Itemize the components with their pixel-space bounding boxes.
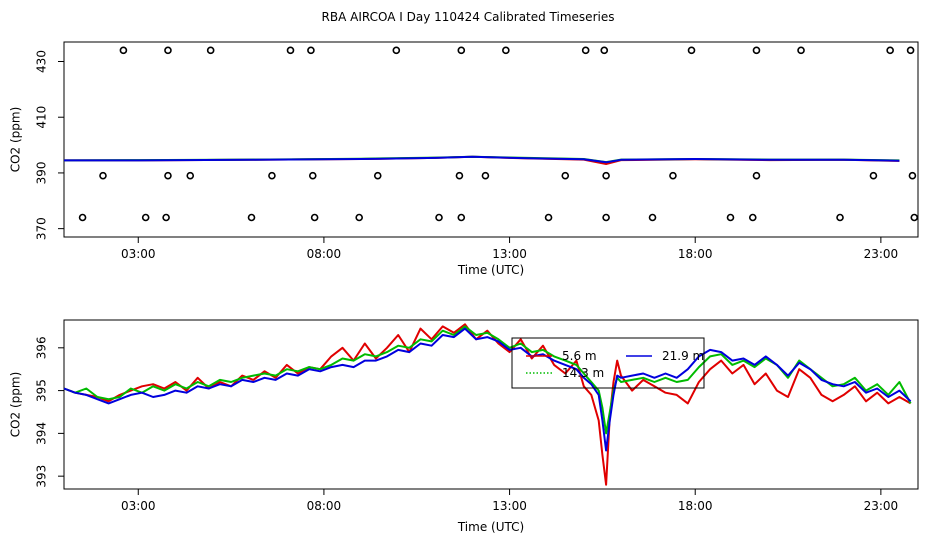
chart0-marker-point bbox=[308, 171, 317, 180]
chart1-x-tick-label: 03:00 bbox=[121, 499, 156, 513]
bottom-panel: 03:00 08:00 13:00 18:00 23:00 393 394 395 396 Tim… bbox=[9, 319, 919, 534]
chart0-marker-point bbox=[600, 46, 609, 55]
top-panel: 03:00 08:00 13:00 18:00 23:00 370 390 410 430 Tim… bbox=[9, 41, 919, 277]
chart0-y-tick-label: 430 bbox=[35, 50, 49, 73]
chart0-marker-point bbox=[310, 213, 319, 222]
chart0-marker-point bbox=[906, 46, 915, 55]
chart0-marker-point bbox=[457, 46, 466, 55]
chart0-marker-point bbox=[752, 171, 761, 180]
chart0-marker-point bbox=[268, 171, 276, 180]
chart1-y-tick-label: 396 bbox=[35, 336, 49, 359]
chart1-series-line-green bbox=[63, 325, 912, 435]
chart1-series-line-red bbox=[63, 323, 912, 486]
chart0-marker-point bbox=[726, 213, 735, 222]
chart0-marker-point bbox=[247, 213, 256, 222]
chart1-legend-label: 5.6 m bbox=[562, 349, 597, 363]
chart0-marker-point bbox=[502, 46, 510, 55]
chart0-marker-point bbox=[119, 46, 128, 55]
chart0-marker-point bbox=[457, 213, 466, 222]
chart0-marker-point bbox=[455, 171, 464, 180]
chart-title: RBA AIRCOA I Day 110424 Calibrated Times… bbox=[322, 10, 615, 24]
chart0-marker-point bbox=[186, 171, 195, 180]
chart0-marker-point bbox=[435, 213, 443, 222]
chart0-marker-point bbox=[164, 171, 172, 180]
chart0-marker-point bbox=[78, 213, 87, 222]
chart0-marker-point bbox=[392, 46, 401, 55]
chart1-x-axis-label: Time (UTC) bbox=[457, 520, 524, 534]
chart0-marker-point bbox=[748, 213, 757, 222]
chart0-y-tick-label: 410 bbox=[35, 106, 49, 129]
chart0-y-tick-label: 370 bbox=[35, 217, 49, 240]
chart0-series-line-blue bbox=[64, 155, 900, 164]
chart0-marker-point bbox=[648, 213, 657, 222]
chart0-x-tick-label: 23:00 bbox=[864, 247, 899, 261]
chart0-marker-point bbox=[286, 46, 295, 55]
chart0-marker-point bbox=[581, 46, 590, 55]
chart1-y-tick-label: 395 bbox=[35, 379, 49, 402]
chart0-marker-point bbox=[355, 213, 363, 222]
chart0-plot-frame bbox=[63, 41, 919, 238]
chart0-marker-point bbox=[752, 46, 761, 55]
chart1-legend-label: 14.3 m bbox=[562, 366, 604, 380]
chart0-x-tick-label: 08:00 bbox=[307, 247, 342, 261]
chart0-marker-point bbox=[481, 171, 490, 180]
chart0-marker-point bbox=[687, 46, 696, 55]
chart0-marker-point bbox=[602, 213, 610, 222]
chart1-x-tick-label: 08:00 bbox=[307, 499, 342, 513]
chart0-marker-point bbox=[141, 213, 150, 222]
chart0-x-tick-label: 13:00 bbox=[492, 247, 527, 261]
chart0-marker-point bbox=[99, 171, 107, 180]
chart1-plot-frame bbox=[63, 319, 919, 490]
chart0-marker-point bbox=[869, 171, 878, 180]
chart1-x-tick-label: 13:00 bbox=[492, 499, 527, 513]
chart0-marker-point bbox=[910, 213, 919, 222]
chart0-marker-point bbox=[797, 46, 805, 55]
chart0-marker-point bbox=[908, 171, 917, 180]
chart0-x-tick-label: 03:00 bbox=[121, 247, 156, 261]
chart1-x-tick-label: 18:00 bbox=[678, 499, 713, 513]
chart0-marker-point bbox=[544, 213, 553, 222]
chart0-marker-point bbox=[602, 171, 610, 180]
chart0-marker-point bbox=[836, 213, 844, 222]
chart0-marker-point bbox=[373, 171, 382, 180]
chart0-marker-point bbox=[206, 46, 215, 55]
chart1-series-line-blue bbox=[63, 327, 912, 452]
chart0-marker-point bbox=[162, 213, 170, 222]
chart1-y-tick-label: 394 bbox=[35, 422, 49, 445]
chart1-legend-box bbox=[511, 337, 705, 389]
chart0-x-tick-label: 18:00 bbox=[678, 247, 713, 261]
chart0-marker-point bbox=[561, 171, 570, 180]
chart1-x-tick-label: 23:00 bbox=[864, 499, 899, 513]
chart0-marker-point bbox=[307, 46, 315, 55]
chart0-marker-point bbox=[164, 46, 172, 55]
chart1-y-axis-label: CO2 (ppm) bbox=[9, 372, 23, 438]
chart0-x-axis-label: Time (UTC) bbox=[457, 263, 524, 277]
chart0-marker-point bbox=[669, 171, 677, 180]
chart1-legend-label: 21.9 m bbox=[662, 349, 704, 363]
chart0-y-axis-label: CO2 (ppm) bbox=[9, 107, 23, 173]
chart0-y-tick-label: 390 bbox=[35, 161, 49, 184]
chart0-marker-point bbox=[886, 46, 894, 55]
chart1-y-tick-label: 393 bbox=[35, 465, 49, 488]
